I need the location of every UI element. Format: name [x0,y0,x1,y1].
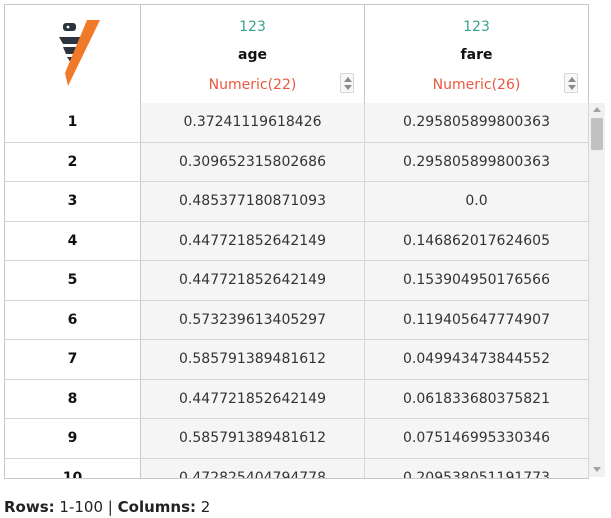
sort-toggle[interactable] [564,73,578,93]
columns-value: 2 [200,498,211,516]
column-header-fare[interactable]: 123 fare Numeric(26) [365,5,589,103]
scroll-up-icon[interactable] [593,107,601,112]
table-row[interactable]: 7 0.585791389481612 0.049943473844552 [5,340,589,380]
cell-age[interactable]: 0.37241119618426 [141,103,365,142]
sort-down-icon [344,85,352,90]
scrollbar-thumb[interactable] [591,118,603,150]
row-index: 1 [5,103,141,142]
cell-fare[interactable]: 0.153904950176566 [365,261,589,300]
row-index: 3 [5,182,141,221]
row-index: 8 [5,379,141,418]
column-type-label: 123 [463,19,490,35]
cell-fare[interactable]: 0.146862017624605 [365,221,589,260]
column-stat: Numeric(26) [432,77,521,93]
row-index: 2 [5,142,141,181]
table-row[interactable]: 10 0.472825404794778 0.209538051191773 [5,458,589,478]
footer-separator: | [107,498,113,516]
vertical-scrollbar[interactable] [589,103,605,477]
cell-age[interactable]: 0.585791389481612 [141,419,365,458]
scroll-down-icon[interactable] [593,467,601,472]
column-name: fare [460,47,493,63]
cell-fare[interactable]: 0.0 [365,182,589,221]
table-row[interactable]: 8 0.447721852642149 0.061833680375821 [5,379,589,419]
grid-header: 123 age Numeric(22) 123 fare Numeric(26) [5,5,589,104]
cell-age[interactable]: 0.573239613405297 [141,300,365,339]
cell-age[interactable]: 0.447721852642149 [141,261,365,300]
table-row[interactable]: 3 0.485377180871093 0.0 [5,182,589,222]
table-row[interactable]: 1 0.37241119618426 0.295805899800363 [5,103,589,143]
rows-value: 1-100 [59,498,104,516]
cell-age[interactable]: 0.447721852642149 [141,379,365,418]
row-index: 6 [5,300,141,339]
table-row[interactable]: 5 0.447721852642149 0.153904950176566 [5,261,589,301]
sort-up-icon [344,77,352,82]
cell-fare[interactable]: 0.049943473844552 [365,340,589,379]
grid-footer: Rows: 1-100 | Columns: 2 [4,498,210,516]
table-row[interactable]: 9 0.585791389481612 0.075146995330346 [5,419,589,459]
cell-fare[interactable]: 0.061833680375821 [365,379,589,418]
row-index: 10 [5,458,141,478]
columns-label: Columns: [117,498,197,516]
cell-fare[interactable]: 0.295805899800363 [365,142,589,181]
sort-up-icon [568,77,576,82]
sort-toggle[interactable] [340,73,354,93]
vaex-logo-icon [59,20,100,86]
row-index: 4 [5,221,141,260]
rows-label: Rows: [4,498,55,516]
cell-age[interactable]: 0.485377180871093 [141,182,365,221]
cell-age[interactable]: 0.585791389481612 [141,340,365,379]
logo-cell [5,5,141,103]
cell-age[interactable]: 0.447721852642149 [141,221,365,260]
column-header-age[interactable]: 123 age Numeric(22) [141,5,365,103]
grid-body: 1 0.37241119618426 0.295805899800363 2 0… [5,103,589,478]
column-name: age [238,47,267,63]
sort-down-icon [568,85,576,90]
table-row[interactable]: 4 0.447721852642149 0.146862017624605 [5,221,589,261]
cell-fare[interactable]: 0.075146995330346 [365,419,589,458]
data-grid: 123 age Numeric(22) 123 fare Numeric(26)… [4,4,589,479]
cell-age[interactable]: 0.309652315802686 [141,142,365,181]
table-row[interactable]: 2 0.309652315802686 0.295805899800363 [5,142,589,182]
column-stat: Numeric(22) [208,77,297,93]
row-index: 5 [5,261,141,300]
cell-fare[interactable]: 0.119405647774907 [365,300,589,339]
column-type-label: 123 [239,19,266,35]
cell-age[interactable]: 0.472825404794778 [141,458,365,478]
row-index: 9 [5,419,141,458]
cell-fare[interactable]: 0.295805899800363 [365,103,589,142]
table-row[interactable]: 6 0.573239613405297 0.119405647774907 [5,300,589,340]
row-index: 7 [5,340,141,379]
cell-fare[interactable]: 0.209538051191773 [365,458,589,478]
